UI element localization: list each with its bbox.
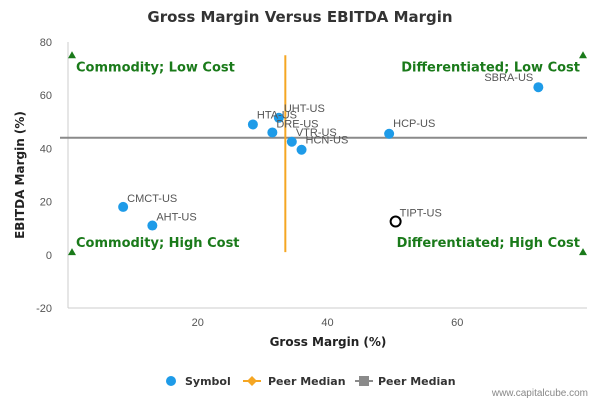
legend-peer-median-square xyxy=(359,376,369,386)
quadrant-label-commodity-low-cost: Commodity; Low Cost xyxy=(76,60,235,75)
legend-symbol-marker xyxy=(166,376,176,386)
x-tick-label: 60 xyxy=(451,317,463,329)
legend-item-peer-median-x[interactable]: Peer Median xyxy=(243,375,346,388)
data-point-label: HCN-US xyxy=(306,135,349,147)
data-point[interactable] xyxy=(118,201,129,212)
data-point-label: UHT-US xyxy=(284,103,325,115)
data-point-label: SBRA-US xyxy=(484,72,533,84)
quadrant-marker-triangle xyxy=(579,248,587,256)
data-point-label: VTR-US xyxy=(296,127,337,139)
data-point[interactable] xyxy=(384,128,395,139)
data-point[interactable] xyxy=(533,82,544,93)
data-point-highlighted[interactable] xyxy=(389,215,402,228)
quadrant-label-differentiated-high-cost: Differentiated; High Cost xyxy=(397,236,580,251)
y-tick-label: 80 xyxy=(40,37,52,49)
y-tick-label: 0 xyxy=(46,250,52,262)
legend: Symbol Peer Median Peer Median xyxy=(166,375,456,388)
y-tick-label: -20 xyxy=(36,303,52,315)
legend-peer-median-label: Peer Median xyxy=(378,375,456,388)
legend-item-symbol[interactable]: Symbol xyxy=(166,375,231,388)
quadrant-label-differentiated-low-cost: Differentiated; Low Cost xyxy=(401,60,580,75)
data-point[interactable] xyxy=(286,136,297,147)
plot-background xyxy=(68,42,587,308)
legend-peer-median-label: Peer Median xyxy=(268,375,346,388)
legend-peer-median-diamond xyxy=(247,376,257,386)
data-point[interactable] xyxy=(147,220,158,231)
data-point-label: AHT-US xyxy=(156,212,196,224)
credit-link[interactable]: www.capitalcube.com xyxy=(491,388,588,399)
data-point[interactable] xyxy=(267,127,278,138)
legend-symbol-label: Symbol xyxy=(185,375,231,388)
data-point-label: TIPT-US xyxy=(400,208,442,220)
x-ticks: 20 40 60 xyxy=(192,317,464,329)
y-tick-label: 60 xyxy=(40,90,52,102)
quadrant-markers xyxy=(68,51,587,256)
y-ticks: -20 0 20 40 60 80 xyxy=(36,37,52,315)
legend-item-peer-median-y[interactable]: Peer Median xyxy=(355,375,456,388)
x-tick-label: 20 xyxy=(192,317,204,329)
y-tick-label: 20 xyxy=(40,197,52,209)
data-points: SBRA-US HCP-US UHT-USHTA-USDRE-USVTR-USHCN… xyxy=(118,72,544,231)
data-point[interactable] xyxy=(273,112,284,123)
data-point-label: CMCT-US xyxy=(127,193,177,205)
quadrant-marker-triangle xyxy=(68,248,76,256)
data-point-label: HTA-US xyxy=(257,109,297,121)
data-point-label: DRE-US xyxy=(276,118,318,130)
quadrant-marker-triangle xyxy=(68,51,76,59)
data-point[interactable] xyxy=(296,144,307,155)
x-axis-title: Gross Margin (%) xyxy=(270,335,387,349)
y-tick-label: 40 xyxy=(40,143,52,155)
data-point[interactable] xyxy=(247,119,258,130)
y-axis-title: EBITDA Margin (%) xyxy=(13,111,27,239)
data-point-label: HCP-US xyxy=(393,118,435,130)
quadrant-label-commodity-high-cost: Commodity; High Cost xyxy=(76,236,240,251)
quadrant-marker-triangle xyxy=(579,51,587,59)
chart-title: Gross Margin Versus EBITDA Margin xyxy=(147,8,452,26)
x-tick-label: 40 xyxy=(321,317,333,329)
